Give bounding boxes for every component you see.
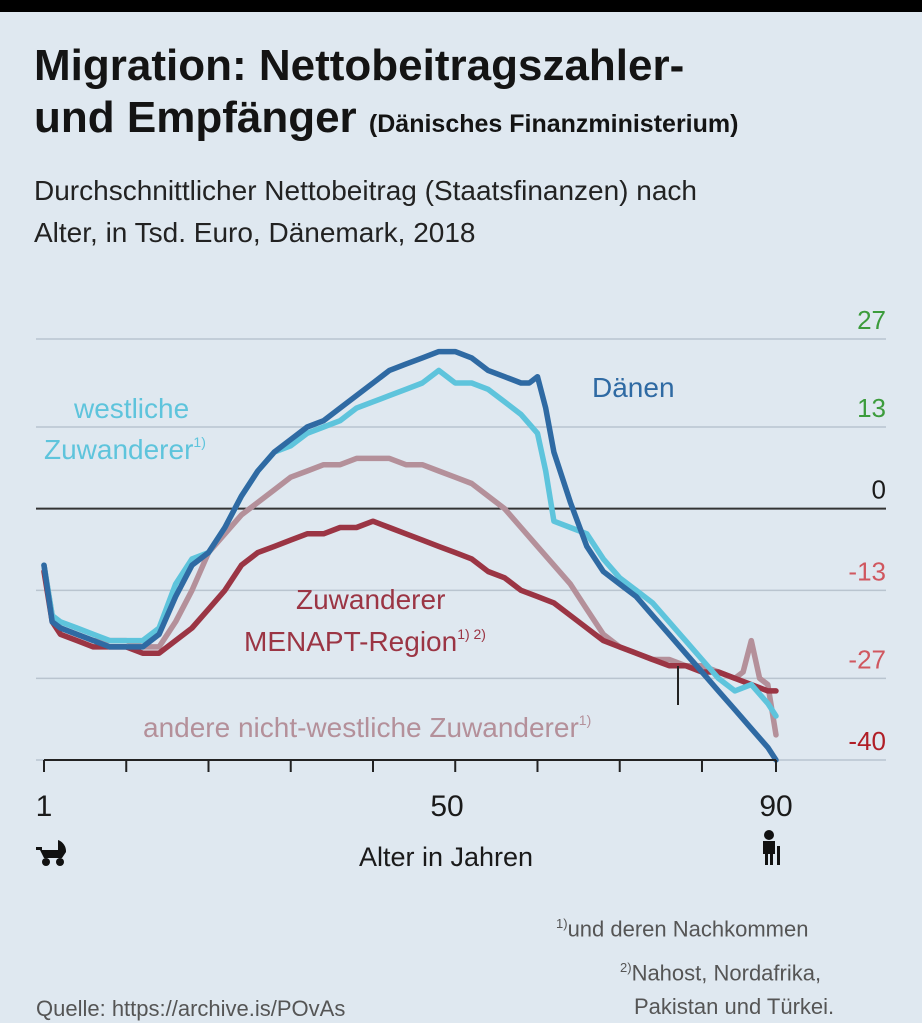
footnote-2: 2)Nahost, Nordafrika, (620, 960, 821, 986)
series-line-2 (41, 518, 779, 694)
label-westliche-text: Zuwanderer (44, 434, 193, 465)
label-menapt-note: 1) 2) (457, 626, 486, 642)
x-tick-label-2: 90 (759, 790, 792, 823)
y-tick-label-0: 27 (857, 305, 886, 335)
footnote-2-line2: Pakistan und Türkei. (634, 994, 834, 1020)
label-andere-text: andere nicht-westliche Zuwanderer (143, 712, 579, 743)
x-tick-label-1: 50 (430, 790, 463, 823)
label-westliche-line2: Zuwanderer1) (44, 434, 206, 465)
subtitle-line-1: Durchschnittlicher Nettobeitrag (Staatsf… (34, 175, 698, 206)
y-tick-label-4: -27 (848, 644, 886, 674)
y-tick-label-3: -13 (848, 556, 886, 586)
label-andere-note: 1) (579, 712, 591, 728)
stroller-icon (36, 840, 67, 866)
y-tick-label-1: 13 (857, 393, 886, 423)
label-danen: Dänen (592, 372, 675, 403)
label-westliche-line1: westliche (73, 393, 189, 424)
label-menapt-text: MENAPT-Region (244, 626, 457, 657)
label-westliche-note: 1) (193, 434, 205, 450)
series-line-0 (41, 348, 779, 763)
series-lines (41, 348, 779, 763)
source-credit: Quelle: https://archive.is/POvAs (36, 996, 346, 1021)
top-bar (0, 0, 922, 12)
y-tick-label-2: 0 (872, 475, 886, 505)
chart-subtitle: Durchschnittlicher Nettobeitrag (Staatsf… (34, 170, 914, 254)
footnote-2-mark: 2) (620, 960, 632, 975)
footnote-2-text-2: Pakistan und Türkei. (634, 994, 835, 1019)
chart-title: Migration: Nettobeitragszahler- und Empf… (34, 40, 914, 150)
title-line-1: Migration: Nettobeitragszahler- (34, 41, 685, 90)
footnote-1-text: und deren Nachkommen (567, 916, 809, 942)
label-menapt-line1: Zuwanderer (296, 584, 445, 615)
elderly-person-icon (763, 830, 780, 865)
y-tick-label-5: -40 (848, 726, 886, 756)
x-tick-label-0: 1 (36, 790, 53, 823)
footnote-2-text: Nahost, Nordafrika, (631, 960, 822, 986)
footnote-1-mark: 1) (556, 916, 568, 931)
label-menapt-line2: MENAPT-Region1) 2) (244, 626, 486, 657)
y-tick-labels: 27 13 0 -13 -27 -40 (848, 305, 886, 756)
title-source-note: (Dänisches Finanzministerium) (368, 110, 739, 138)
x-axis: 1 50 90 (36, 759, 793, 823)
footnote-1: 1)und deren Nachkommen (556, 916, 808, 942)
title-line-2: und Empfänger (34, 93, 357, 142)
x-axis-title: Alter in Jahren (359, 842, 533, 872)
subtitle-line-2: Alter, in Tsd. Euro, Dänemark, 2018 (34, 217, 476, 248)
label-andere: andere nicht-westliche Zuwanderer1) (143, 712, 591, 743)
